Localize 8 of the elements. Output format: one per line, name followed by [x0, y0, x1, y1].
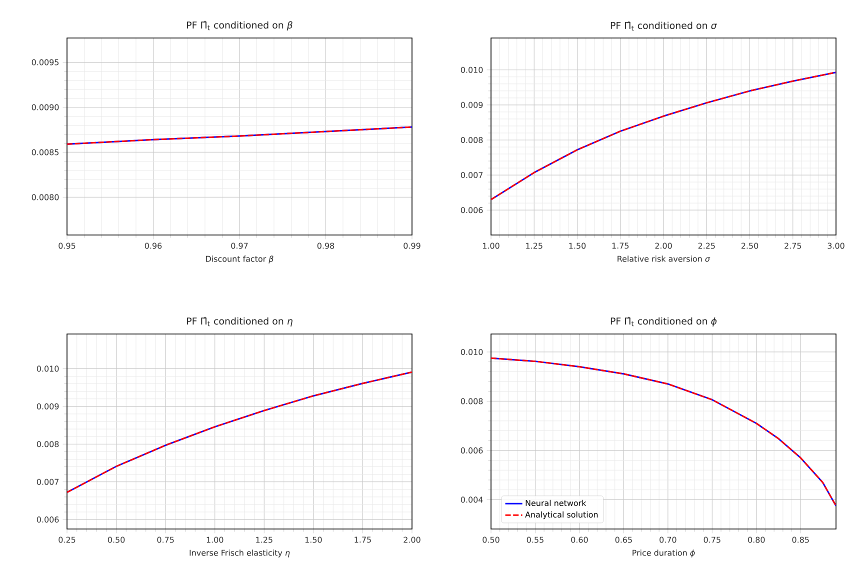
- line-series: [491, 357, 836, 507]
- chart-title: PF Π̂$_{t}$ conditioned on η: [187, 316, 292, 326]
- line-series: [491, 72, 836, 200]
- line-series: [67, 126, 412, 145]
- chart-title: PF Π̂$_{t}$ conditioned on σ: [610, 21, 718, 30]
- chart-title: PF Π̂$_{t}$ conditioned on β: [187, 20, 292, 30]
- line-series: [67, 371, 412, 494]
- chart-title: PF Π̂$_{t}$ conditioned on ϕ: [610, 316, 717, 326]
